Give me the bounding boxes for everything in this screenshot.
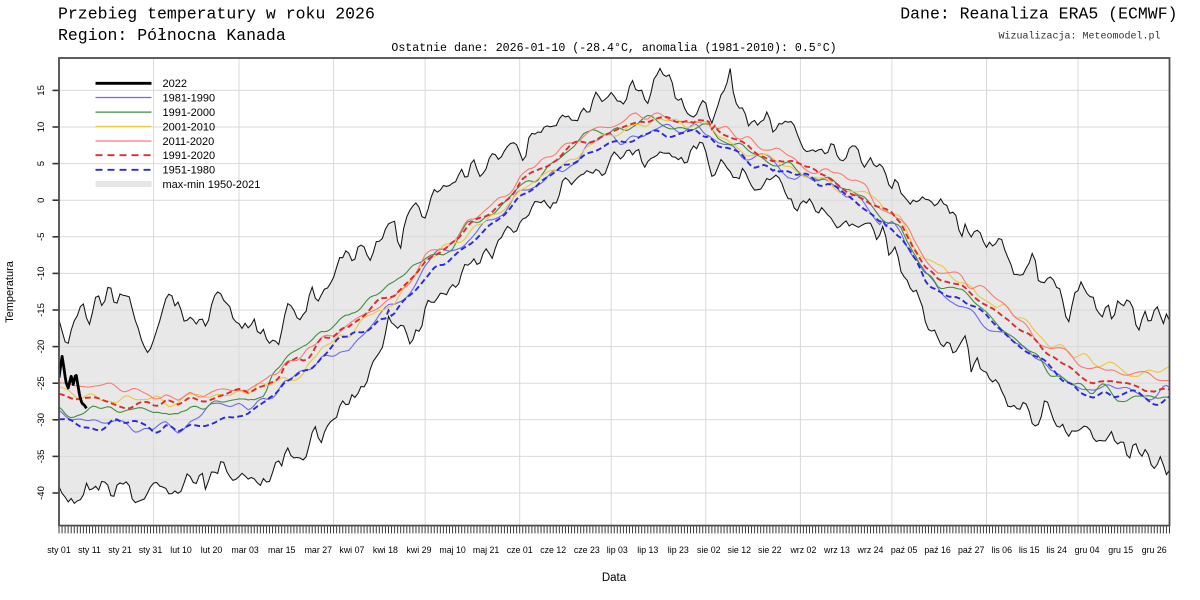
svg-text:kwi 18: kwi 18 [373, 545, 398, 555]
svg-text:15: 15 [36, 85, 47, 96]
svg-text:Dane: Reanaliza ERA5 (ECMWF): Dane: Reanaliza ERA5 (ECMWF) [900, 5, 1177, 24]
svg-text:lut 20: lut 20 [201, 545, 223, 555]
svg-text:paź 16: paź 16 [924, 545, 951, 555]
svg-text:lut 10: lut 10 [170, 545, 192, 555]
svg-text:Data: Data [602, 572, 627, 584]
svg-text:sie 02: sie 02 [697, 545, 721, 555]
svg-text:mar 27: mar 27 [305, 545, 332, 555]
svg-text:1951-1980: 1951-1980 [163, 165, 216, 177]
svg-text:maj 21: maj 21 [473, 545, 500, 555]
svg-text:-35: -35 [36, 450, 47, 464]
svg-text:1991-2020: 1991-2020 [163, 150, 216, 162]
svg-text:mar 03: mar 03 [231, 545, 258, 555]
svg-text:-40: -40 [36, 486, 47, 500]
svg-text:-30: -30 [36, 413, 47, 427]
svg-text:0: 0 [36, 198, 47, 203]
svg-text:2011-2020: 2011-2020 [163, 136, 215, 148]
svg-text:lis 06: lis 06 [991, 545, 1012, 555]
svg-text:Region: Północna Kanada: Region: Północna Kanada [58, 26, 286, 45]
svg-text:-5: -5 [36, 233, 47, 241]
svg-text:kwi 07: kwi 07 [339, 545, 364, 555]
svg-text:sie 22: sie 22 [758, 545, 782, 555]
svg-text:kwi 29: kwi 29 [407, 545, 432, 555]
svg-text:lip 13: lip 13 [637, 545, 658, 555]
svg-text:wrz 24: wrz 24 [857, 545, 884, 555]
svg-text:wrz 13: wrz 13 [823, 545, 850, 555]
svg-text:cze 01: cze 01 [507, 545, 533, 555]
svg-text:sty 31: sty 31 [139, 545, 163, 555]
svg-text:Przebieg temperatury w roku 20: Przebieg temperatury w roku 2026 [58, 5, 375, 24]
svg-text:gru 15: gru 15 [1108, 545, 1133, 555]
svg-text:Wizualizacja: Meteomodel.pl: Wizualizacja: Meteomodel.pl [998, 31, 1160, 43]
svg-text:lis 15: lis 15 [1019, 545, 1040, 555]
svg-text:Temperatura: Temperatura [4, 260, 16, 323]
svg-text:paź 27: paź 27 [958, 545, 985, 555]
svg-text:gru 04: gru 04 [1075, 545, 1100, 555]
svg-text:lis 24: lis 24 [1046, 545, 1067, 555]
svg-text:max-min 1950-2021: max-min 1950-2021 [163, 179, 261, 191]
svg-text:-15: -15 [36, 303, 47, 317]
svg-text:cze 12: cze 12 [540, 545, 566, 555]
svg-text:Ostatnie dane: 2026-01-10 (-28: Ostatnie dane: 2026-01-10 (-28.4°C, anom… [391, 42, 836, 55]
svg-text:gru 26: gru 26 [1142, 545, 1167, 555]
svg-text:sty 01: sty 01 [47, 545, 71, 555]
svg-text:-25: -25 [36, 376, 47, 390]
svg-text:1981-1990: 1981-1990 [163, 92, 216, 104]
svg-text:-20: -20 [36, 340, 47, 354]
svg-text:5: 5 [36, 161, 47, 166]
svg-text:maj 10: maj 10 [439, 545, 466, 555]
svg-text:paź 05: paź 05 [891, 545, 918, 555]
svg-text:2022: 2022 [163, 78, 187, 90]
svg-text:sty 21: sty 21 [108, 545, 132, 555]
svg-text:1991-2000: 1991-2000 [163, 107, 216, 119]
svg-text:mar 15: mar 15 [268, 545, 295, 555]
svg-text:cze 23: cze 23 [574, 545, 600, 555]
svg-text:lip 23: lip 23 [668, 545, 689, 555]
svg-text:sty 11: sty 11 [78, 545, 101, 555]
svg-text:wrz 02: wrz 02 [789, 545, 816, 555]
svg-text:-10: -10 [36, 267, 47, 281]
svg-text:sie 12: sie 12 [728, 545, 752, 555]
svg-text:2001-2010: 2001-2010 [163, 121, 216, 133]
svg-text:lip 03: lip 03 [607, 545, 628, 555]
svg-text:10: 10 [36, 122, 47, 133]
